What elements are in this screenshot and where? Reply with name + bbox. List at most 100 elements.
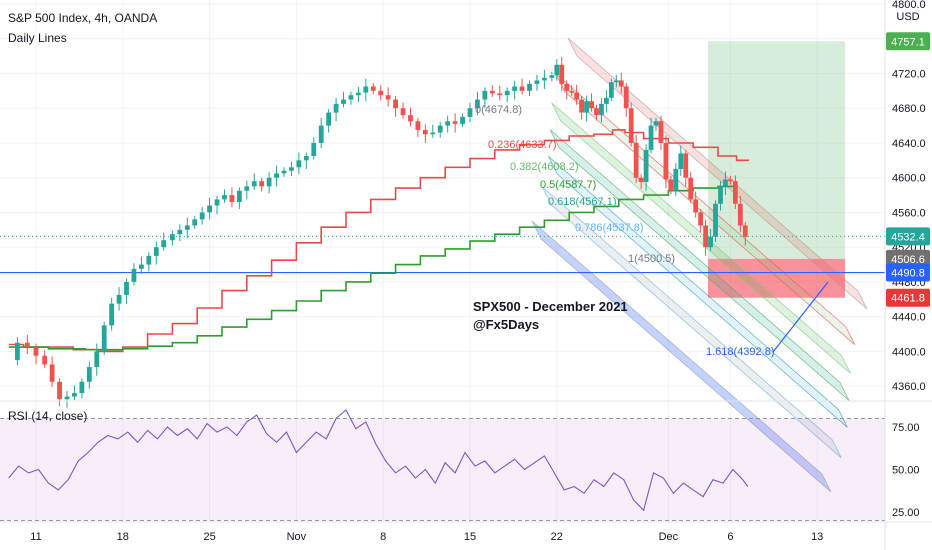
currency-label: USD bbox=[896, 11, 919, 23]
rsi-tick: 25.00 bbox=[892, 507, 920, 519]
candle-body bbox=[608, 82, 614, 98]
candle-body bbox=[229, 195, 235, 203]
candle-body bbox=[604, 97, 609, 104]
candle-body bbox=[296, 160, 302, 168]
position-tool[interactable] bbox=[708, 41, 845, 298]
candle-body bbox=[437, 125, 443, 133]
candle-body bbox=[57, 381, 62, 400]
candle-body bbox=[663, 142, 669, 180]
chart-title: S&P 500 Index, 4h, OANDA bbox=[8, 11, 157, 25]
fib-label: 0.236(4633.7) bbox=[488, 139, 557, 151]
price-tick: 4560.0 bbox=[892, 207, 926, 219]
candle-body bbox=[613, 80, 619, 83]
candle-body bbox=[400, 108, 406, 116]
candle-body bbox=[698, 212, 704, 226]
candle-body bbox=[618, 80, 624, 87]
candle-body bbox=[475, 99, 480, 109]
candle-body bbox=[393, 99, 398, 109]
candle-body bbox=[534, 80, 540, 84]
price-tick: 4360.0 bbox=[892, 381, 926, 393]
candle-body bbox=[124, 281, 129, 295]
annotation-line1: SPX500 - December 2021 bbox=[473, 299, 628, 314]
time-axis[interactable]: 11 18 25 Nov 8 15 22 Dec 6 13 bbox=[30, 531, 823, 543]
candle-body bbox=[356, 92, 361, 96]
daily-line bbox=[8, 185, 737, 351]
candle-body bbox=[33, 347, 39, 356]
candle-body bbox=[79, 381, 85, 394]
candle-body bbox=[512, 86, 518, 91]
fib-band bbox=[567, 37, 868, 310]
candle-body bbox=[177, 229, 183, 235]
rsi-line bbox=[8, 409, 749, 512]
candle-body bbox=[259, 181, 265, 187]
candle-body bbox=[527, 83, 532, 91]
candle-body bbox=[236, 190, 242, 203]
price-label: 4506.6 bbox=[891, 254, 925, 266]
candle-body bbox=[688, 177, 694, 200]
price-tick: 4600.0 bbox=[892, 173, 926, 185]
time-tick: 8 bbox=[380, 531, 386, 543]
horizontal-lines[interactable] bbox=[0, 235, 885, 274]
candle-body bbox=[574, 92, 580, 100]
candle-body bbox=[139, 264, 144, 269]
candle-body bbox=[303, 155, 309, 161]
candle-body bbox=[214, 199, 220, 206]
price-label: 4461.8 bbox=[891, 293, 925, 305]
price-tick: 4800.0 bbox=[892, 0, 926, 11]
price-tick: 4720.0 bbox=[892, 68, 926, 80]
candle-body bbox=[633, 142, 639, 178]
candle-body bbox=[542, 77, 547, 81]
rsi-tick: 50.00 bbox=[892, 465, 920, 477]
time-tick: 25 bbox=[203, 531, 215, 543]
candle-body bbox=[153, 247, 159, 256]
price-label: 4490.8 bbox=[891, 268, 925, 280]
candle-body bbox=[72, 393, 77, 397]
fib-band bbox=[548, 155, 848, 428]
time-tick: 6 bbox=[727, 531, 733, 543]
candle-body bbox=[333, 103, 339, 113]
candle-body bbox=[564, 83, 570, 91]
candle-body bbox=[673, 169, 679, 191]
candle-body bbox=[49, 364, 55, 382]
candle-body bbox=[192, 219, 198, 226]
candle-body bbox=[599, 103, 604, 116]
candle-body bbox=[348, 95, 354, 100]
candle-body bbox=[452, 121, 458, 124]
price-label-box bbox=[886, 288, 930, 307]
loss-zone bbox=[708, 258, 845, 298]
fib-label: 1.618(4392.8) bbox=[706, 346, 775, 358]
candle-body bbox=[281, 170, 287, 174]
fib-label: 0.618(4567.1) bbox=[548, 196, 617, 208]
candle-body bbox=[15, 342, 20, 361]
candle-body bbox=[116, 294, 122, 304]
candle-body bbox=[445, 121, 451, 126]
candle-body bbox=[703, 225, 708, 248]
candle-body bbox=[86, 367, 92, 382]
candle-body bbox=[408, 115, 413, 122]
candle-body bbox=[161, 240, 167, 248]
candle-body bbox=[728, 179, 733, 182]
time-tick: 15 bbox=[464, 531, 476, 543]
fib-label: 0.5(4587.7) bbox=[540, 179, 596, 191]
candle-body bbox=[742, 225, 748, 237]
candle-body bbox=[199, 212, 205, 220]
price-tick: 4440.0 bbox=[892, 312, 926, 324]
candle-body bbox=[363, 86, 369, 93]
chart-subtitle: Daily Lines bbox=[8, 31, 67, 45]
candle-body bbox=[594, 108, 599, 116]
projection-line[interactable] bbox=[772, 281, 829, 353]
candle-body bbox=[519, 86, 525, 91]
candle-body bbox=[549, 75, 555, 78]
candle-body bbox=[732, 181, 738, 204]
candle-body bbox=[94, 351, 100, 368]
candle-body bbox=[623, 86, 629, 109]
fib-band bbox=[531, 220, 832, 493]
candle-body bbox=[131, 268, 137, 282]
candle-body bbox=[723, 179, 728, 187]
candle-body bbox=[341, 99, 346, 104]
candle-body bbox=[584, 101, 589, 113]
rsi-axis[interactable]: 75.00 50.00 25.00 bbox=[892, 422, 920, 519]
daily-lines bbox=[8, 129, 749, 353]
candle-body bbox=[430, 132, 436, 135]
